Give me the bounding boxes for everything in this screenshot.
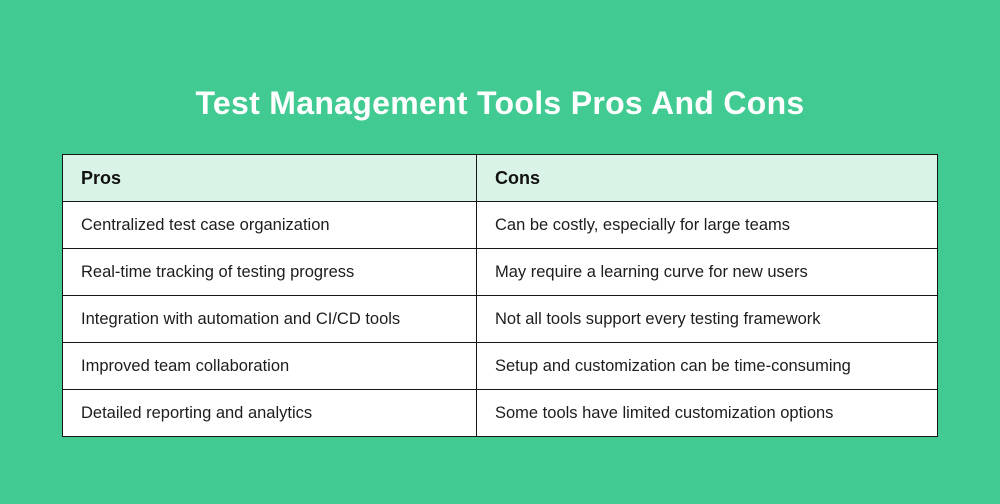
- pros-cell: Detailed reporting and analytics: [62, 389, 477, 437]
- table-row: Real-time tracking of testing progress M…: [62, 248, 938, 296]
- cons-cell: Setup and customization can be time-cons…: [476, 342, 938, 390]
- pros-cell: Integration with automation and CI/CD to…: [62, 295, 477, 343]
- column-header-cons: Cons: [476, 154, 938, 202]
- cons-cell: Some tools have limited customization op…: [476, 389, 938, 437]
- cons-cell: Can be costly, especially for large team…: [476, 201, 938, 249]
- pros-cons-table-container: Pros Cons Centralized test case organiza…: [62, 154, 938, 437]
- pros-cell: Improved team collaboration: [62, 342, 477, 390]
- column-header-pros: Pros: [62, 154, 477, 202]
- cons-cell: May require a learning curve for new use…: [476, 248, 938, 296]
- page-title: Test Management Tools Pros And Cons: [195, 85, 805, 122]
- pros-cons-table: Pros Cons Centralized test case organiza…: [62, 154, 938, 437]
- table-row: Detailed reporting and analytics Some to…: [62, 389, 938, 437]
- pros-cell: Centralized test case organization: [62, 201, 477, 249]
- cons-cell: Not all tools support every testing fram…: [476, 295, 938, 343]
- table-row: Centralized test case organization Can b…: [62, 201, 938, 249]
- table-row: Improved team collaboration Setup and cu…: [62, 342, 938, 390]
- pros-cell: Real-time tracking of testing progress: [62, 248, 477, 296]
- table-row: Integration with automation and CI/CD to…: [62, 295, 938, 343]
- table-header-row: Pros Cons: [62, 154, 938, 202]
